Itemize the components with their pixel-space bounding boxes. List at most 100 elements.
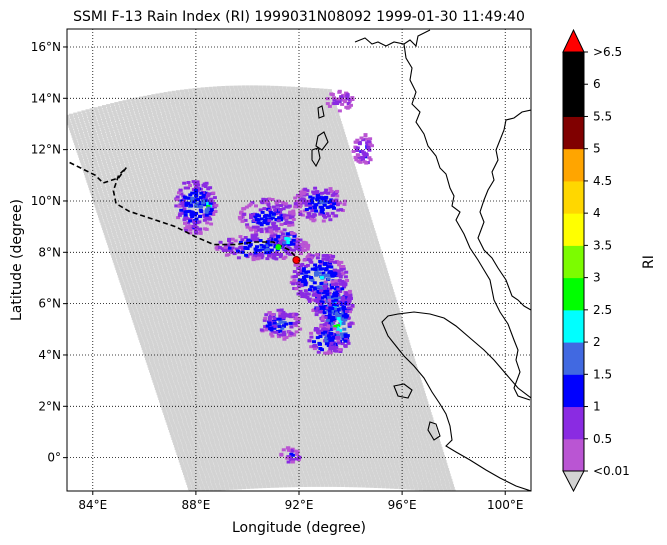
swath-pixel: [253, 122, 258, 126]
swath-pixel: [252, 200, 257, 204]
swath-pixel: [162, 212, 167, 216]
swath-pixel: [244, 120, 249, 124]
swath-pixel: [334, 162, 339, 166]
swath-pixel: [354, 187, 359, 191]
swath-pixel: [90, 138, 95, 142]
swath-pixel: [324, 222, 329, 226]
swath-pixel: [329, 120, 334, 124]
swath-pixel: [195, 207, 200, 211]
swath-pixel: [283, 194, 288, 198]
swath-pixel: [288, 118, 293, 122]
swath-pixel: [324, 91, 329, 95]
swath-pixel: [134, 258, 139, 262]
swath-pixel: [264, 186, 269, 190]
swath-pixel: [215, 270, 220, 274]
swath-pixel: [287, 234, 292, 238]
swath-pixel: [203, 111, 208, 115]
swath-pixel: [314, 122, 318, 126]
swath-pixel: [120, 268, 125, 272]
swath-pixel: [254, 114, 259, 118]
swath-pixel: [230, 88, 235, 92]
swath-pixel: [213, 102, 218, 106]
swath-pixel: [276, 91, 281, 95]
swath-pixel: [157, 112, 161, 116]
swath-pixel: [344, 142, 349, 146]
swath-pixel: [258, 178, 263, 182]
swath-pixel: [172, 134, 177, 138]
swath-pixel: [241, 230, 245, 234]
swath-pixel: [205, 89, 210, 93]
swath-pixel: [273, 266, 278, 270]
swath-pixel: [209, 262, 213, 266]
swath-pixel: [231, 160, 236, 164]
swath-pixel: [174, 275, 179, 279]
swath-pixel: [155, 230, 160, 234]
swath-pixel: [188, 252, 193, 255]
swath-pixel: [226, 104, 231, 108]
swath-pixel: [309, 224, 314, 228]
swath-pixel: [280, 197, 285, 201]
swath-pixel: [259, 288, 264, 292]
swath-pixel: [172, 254, 176, 258]
swath-pixel: [219, 161, 224, 165]
swath-pixel: [161, 180, 166, 184]
swath-pixel: [310, 242, 315, 246]
swath-pixel: [246, 101, 251, 105]
swath-pixel: [306, 137, 311, 141]
swath-pixel: [292, 277, 297, 280]
swath-pixel: [123, 225, 128, 229]
swath-pixel: [342, 239, 347, 243]
swath-pixel: [90, 192, 95, 196]
swath-pixel: [133, 228, 138, 232]
swath-pixel: [361, 198, 366, 202]
swath-pixel: [298, 97, 303, 101]
swath-pixel: [254, 154, 259, 158]
swath-pixel: [189, 295, 194, 299]
swath-pixel: [205, 225, 210, 229]
swath-pixel: [180, 160, 185, 164]
swath-pixel: [176, 145, 180, 148]
swath-pixel: [87, 182, 92, 186]
swath-pixel: [233, 233, 238, 237]
swath-pixel: [133, 201, 138, 205]
swath-pixel: [169, 260, 174, 264]
swath-pixel: [304, 261, 309, 265]
swath-pixel: [361, 224, 366, 228]
swath-pixel: [343, 205, 348, 209]
swath-pixel: [153, 276, 158, 280]
swath-pixel: [101, 143, 106, 147]
swath-pixel: [353, 276, 358, 280]
swath-pixel: [331, 112, 336, 116]
swath-pixel: [235, 104, 240, 108]
swath-pixel: [229, 112, 234, 116]
swath-pixel: [182, 138, 187, 142]
swath-pixel: [256, 93, 261, 97]
swath-pixel: [333, 196, 337, 200]
swath-pixel: [302, 124, 307, 127]
swath-pixel: [176, 92, 181, 96]
swath-pixel: [183, 277, 188, 280]
swath-pixel: [94, 204, 99, 208]
swath-pixel: [308, 248, 313, 252]
swath-pixel: [348, 286, 353, 290]
swath-pixel: [190, 243, 195, 247]
swath-pixel: [152, 99, 157, 103]
swath-pixel: [220, 259, 225, 262]
swath-pixel: [135, 113, 140, 117]
swath-pixel: [186, 246, 191, 250]
swath-pixel: [179, 141, 184, 145]
swath-pixel: [257, 202, 262, 206]
swath-pixel: [181, 242, 185, 246]
swath-pixel: [291, 112, 295, 116]
swath-pixel: [306, 111, 311, 115]
swath-pixel: [363, 256, 368, 260]
swath-pixel: [140, 262, 144, 266]
swath-pixel: [266, 285, 271, 289]
swath-pixel: [269, 266, 273, 270]
swath-pixel: [173, 219, 178, 222]
swath-pixel: [123, 292, 128, 296]
swath-pixel: [137, 214, 142, 218]
swath-pixel: [262, 152, 267, 155]
swath-pixel: [365, 287, 370, 291]
swath-pixel: [211, 94, 216, 98]
